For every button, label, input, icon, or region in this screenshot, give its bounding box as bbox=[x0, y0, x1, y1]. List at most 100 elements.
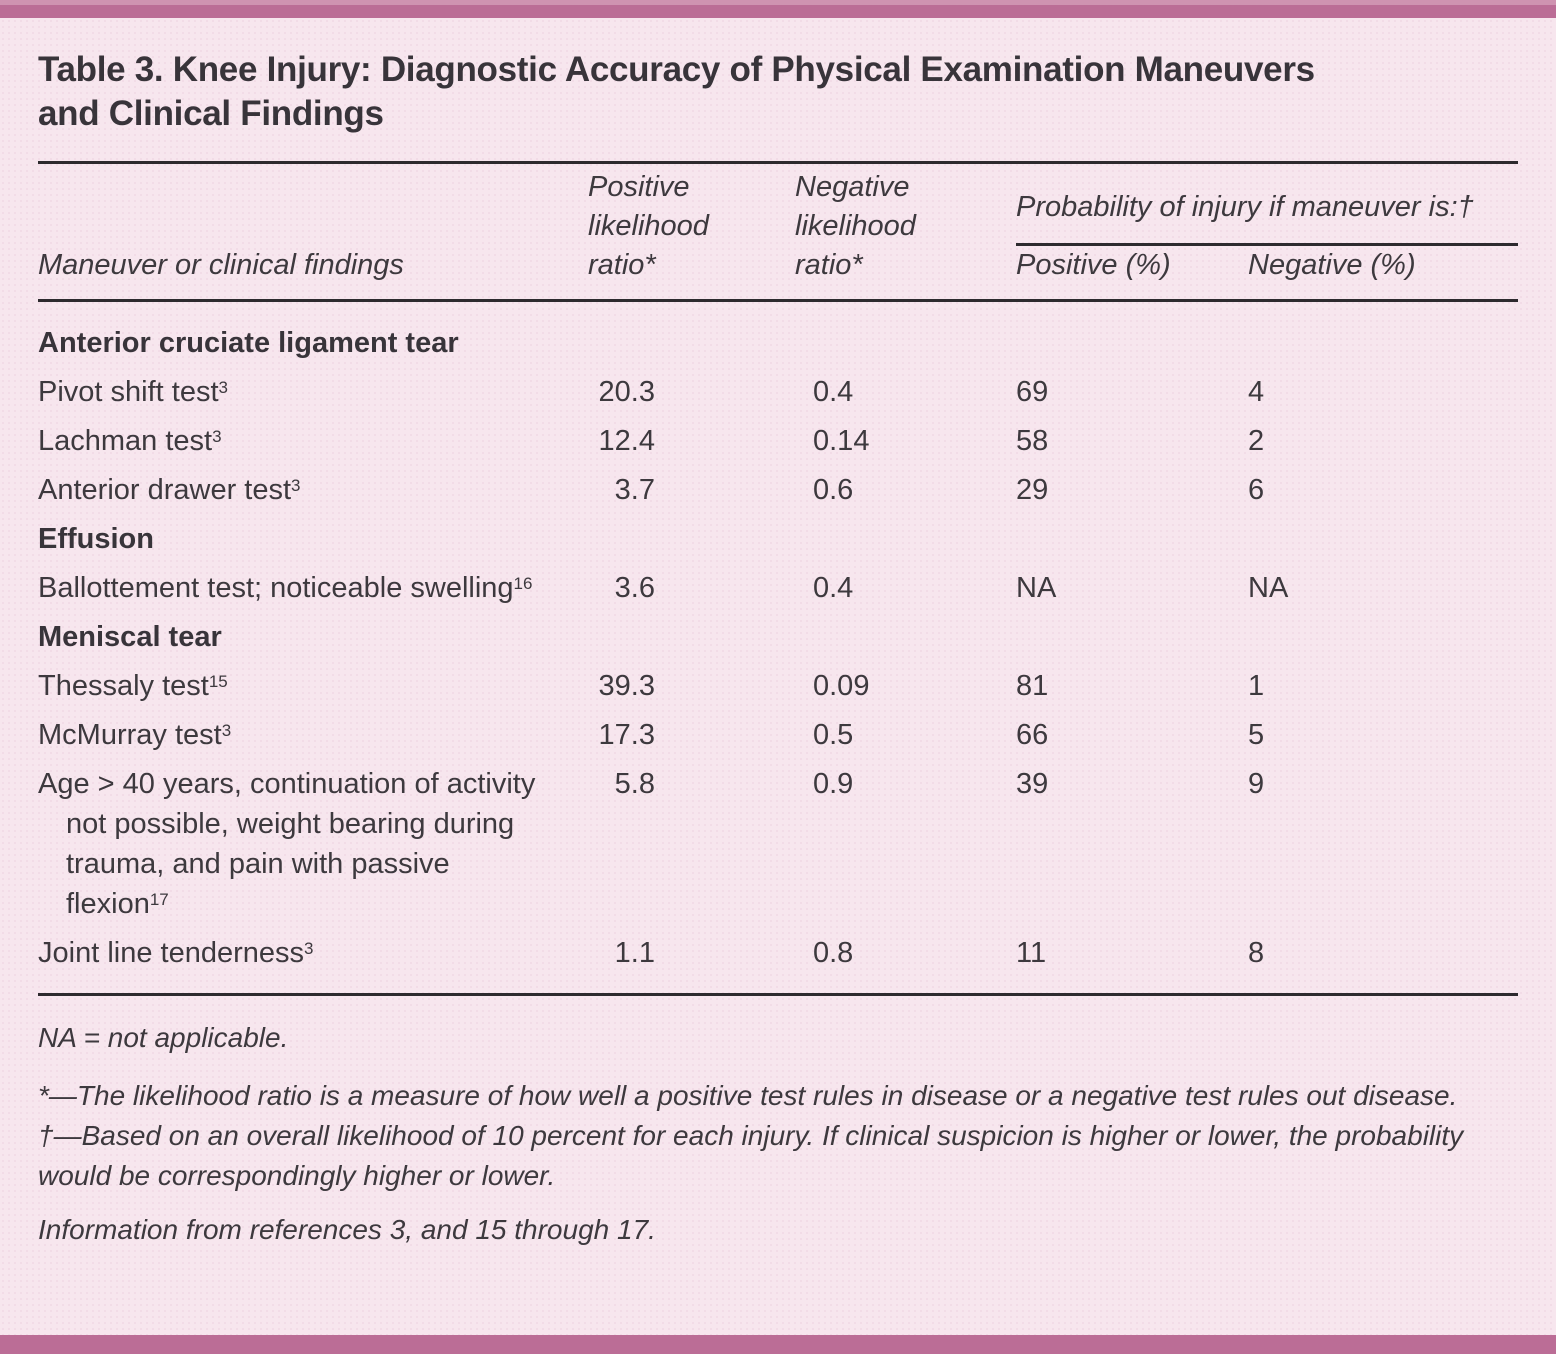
cell-maneuver: Joint line tenderness3 bbox=[38, 933, 588, 995]
cell-maneuver: Pivot shift test3 bbox=[38, 372, 588, 421]
table-row: Age > 40 years, continuation of activity… bbox=[38, 764, 1518, 933]
cell-positive-lr: 3.6 bbox=[614, 572, 655, 604]
table-section-row: Effusion bbox=[38, 519, 1518, 568]
cell-negative-lr: 0.4 bbox=[813, 376, 854, 408]
cell-negative-pct: 1 bbox=[1248, 670, 1265, 702]
cell-positive-pct: 11 bbox=[1016, 937, 1047, 969]
section-header-acl-tear: Anterior cruciate ligament tear bbox=[38, 327, 459, 359]
maneuver-text: Ballottement test; noticeable swelling bbox=[38, 572, 514, 604]
top-edge-strip bbox=[0, 0, 1556, 5]
maneuver-label: Lachman test3 bbox=[38, 421, 546, 461]
cell-negative-pct: 9 bbox=[1248, 768, 1265, 800]
col-header-positive-lr: Positive likelihood ratio* bbox=[588, 163, 795, 301]
cell-maneuver: Age > 40 years, continuation of activity… bbox=[38, 764, 588, 933]
col-header-negative-lr: Negative likelihood ratio* bbox=[795, 163, 1016, 301]
cell-positive-pct: 39 bbox=[1016, 768, 1049, 800]
cell-positive-lr: 5.8 bbox=[614, 768, 655, 800]
table-section-row: Anterior cruciate ligament tear bbox=[38, 301, 1518, 373]
cell-negative-pct: 4 bbox=[1248, 376, 1265, 408]
cell-positive-pct: 58 bbox=[1016, 425, 1049, 457]
diagnostic-accuracy-table: Maneuver or clinical findings Positive l… bbox=[38, 161, 1519, 996]
cell-positive-lr: 39.3 bbox=[598, 670, 655, 702]
maneuver-label: Joint line tenderness3 bbox=[38, 933, 546, 973]
col-header-positive-lr-text: Positive likelihood ratio* bbox=[588, 171, 709, 281]
table-row: Pivot shift test3 20.3 0.4 69 4 bbox=[38, 372, 1518, 421]
table-body: Anterior cruciate ligament tear Pivot sh… bbox=[38, 301, 1518, 995]
cell-maneuver: Lachman test3 bbox=[38, 421, 588, 470]
reference-superscript: 16 bbox=[513, 573, 533, 593]
maneuver-text: Anterior drawer test bbox=[38, 474, 292, 506]
footnote-source: Information from references 3, and 15 th… bbox=[38, 1214, 656, 1245]
maneuver-text: Thessaly test bbox=[38, 670, 209, 702]
cell-negative-lr: 0.4 bbox=[813, 572, 854, 604]
footnote-dagger: †—Based on an overall likelihood of 10 p… bbox=[38, 1120, 1464, 1191]
maneuver-label: Thessaly test15 bbox=[38, 666, 546, 706]
cell-negative-pct: 2 bbox=[1248, 425, 1265, 457]
table-row: Thessaly test15 39.3 0.09 81 1 bbox=[38, 666, 1518, 715]
cell-positive-lr: 12.4 bbox=[598, 425, 655, 457]
maneuver-label: Pivot shift test3 bbox=[38, 372, 546, 412]
maneuver-text: Lachman test bbox=[38, 425, 213, 457]
col-header-probability-group: Probability of injury if maneuver is:† bbox=[1016, 162, 1519, 246]
maneuver-label: Ballottement test; noticeable swelling16 bbox=[38, 568, 546, 608]
section-header-meniscal-tear: Meniscal tear bbox=[38, 621, 222, 653]
table-row: Joint line tenderness3 1.1 0.8 11 8 bbox=[38, 933, 1518, 995]
col-header-maneuver: Maneuver or clinical findings bbox=[38, 249, 404, 281]
maneuver-text: Joint line tenderness bbox=[38, 937, 304, 969]
cell-positive-pct: 69 bbox=[1016, 376, 1049, 408]
maneuver-label: Age > 40 years, continuation of activity… bbox=[38, 764, 546, 924]
cell-positive-lr: 20.3 bbox=[598, 376, 655, 408]
cell-maneuver: Ballottement test; noticeable swelling16 bbox=[38, 568, 588, 617]
section-header-effusion: Effusion bbox=[38, 523, 154, 555]
table-row: McMurray test3 17.3 0.5 66 5 bbox=[38, 715, 1518, 764]
reference-superscript: 3 bbox=[218, 377, 228, 397]
table-figure: Table 3. Knee Injury: Diagnostic Accurac… bbox=[0, 48, 1556, 1250]
cell-positive-lr: 3.7 bbox=[614, 474, 655, 506]
reference-superscript: 3 bbox=[212, 426, 222, 446]
reference-superscript: 17 bbox=[149, 889, 169, 909]
table-title-line2: and Clinical Findings bbox=[38, 94, 384, 133]
cell-positive-lr: 17.3 bbox=[598, 719, 655, 751]
cell-negative-lr: 0.09 bbox=[813, 670, 870, 702]
table-title-line1: Table 3. Knee Injury: Diagnostic Accurac… bbox=[38, 50, 1315, 89]
cell-positive-pct: 29 bbox=[1016, 474, 1049, 506]
cell-negative-pct: NA bbox=[1248, 572, 1289, 604]
cell-negative-pct: 8 bbox=[1248, 937, 1265, 969]
reference-superscript: 15 bbox=[208, 671, 228, 691]
maneuver-label: Anterior drawer test3 bbox=[38, 470, 546, 510]
table-row: Lachman test3 12.4 0.14 58 2 bbox=[38, 421, 1518, 470]
maneuver-text: Age > 40 years, continuation of activity… bbox=[38, 768, 536, 920]
table-row: Anterior drawer test3 3.7 0.6 29 6 bbox=[38, 470, 1518, 519]
reference-superscript: 3 bbox=[221, 720, 232, 740]
cell-negative-lr: 0.8 bbox=[813, 937, 854, 969]
maneuver-text: Pivot shift test bbox=[38, 376, 219, 408]
cell-maneuver: Anterior drawer test3 bbox=[38, 470, 588, 519]
top-accent-bar bbox=[0, 5, 1556, 18]
cell-positive-lr: 1.1 bbox=[614, 937, 655, 969]
cell-positive-pct: NA bbox=[1016, 572, 1057, 604]
col-header-negative-pct: Negative (%) bbox=[1248, 249, 1416, 281]
cell-positive-pct: 81 bbox=[1016, 670, 1049, 702]
table-section-row: Meniscal tear bbox=[38, 617, 1518, 666]
col-header-negative-lr-text: Negative likelihood ratio* bbox=[795, 171, 916, 281]
bottom-accent-bar bbox=[0, 1335, 1556, 1354]
footnote-na-definition: NA = not applicable. bbox=[38, 1022, 289, 1053]
table-row: Ballottement test; noticeable swelling16… bbox=[38, 568, 1518, 617]
cell-maneuver: Thessaly test15 bbox=[38, 666, 588, 715]
cell-negative-lr: 0.14 bbox=[813, 425, 870, 457]
reference-superscript: 3 bbox=[304, 938, 314, 958]
maneuver-label: McMurray test3 bbox=[38, 715, 546, 755]
col-header-positive-pct: Positive (%) bbox=[1016, 249, 1171, 281]
reference-superscript: 3 bbox=[291, 475, 301, 495]
footnotes: NA = not applicable. *—The likelihood ra… bbox=[38, 1018, 1518, 1250]
cell-positive-pct: 66 bbox=[1016, 719, 1049, 751]
table-header: Maneuver or clinical findings Positive l… bbox=[38, 162, 1519, 301]
table-header-row-1: Maneuver or clinical findings Positive l… bbox=[38, 162, 1519, 281]
table-title: Table 3. Knee Injury: Diagnostic Accurac… bbox=[38, 48, 1478, 136]
cell-negative-pct: 6 bbox=[1248, 474, 1265, 506]
cell-negative-lr: 0.5 bbox=[813, 719, 854, 751]
cell-negative-pct: 5 bbox=[1248, 719, 1265, 751]
maneuver-text: McMurray test bbox=[38, 719, 222, 751]
cell-maneuver: McMurray test3 bbox=[38, 715, 588, 764]
table-header-row-2: Positive (%) Negative (%) bbox=[38, 245, 1518, 301]
